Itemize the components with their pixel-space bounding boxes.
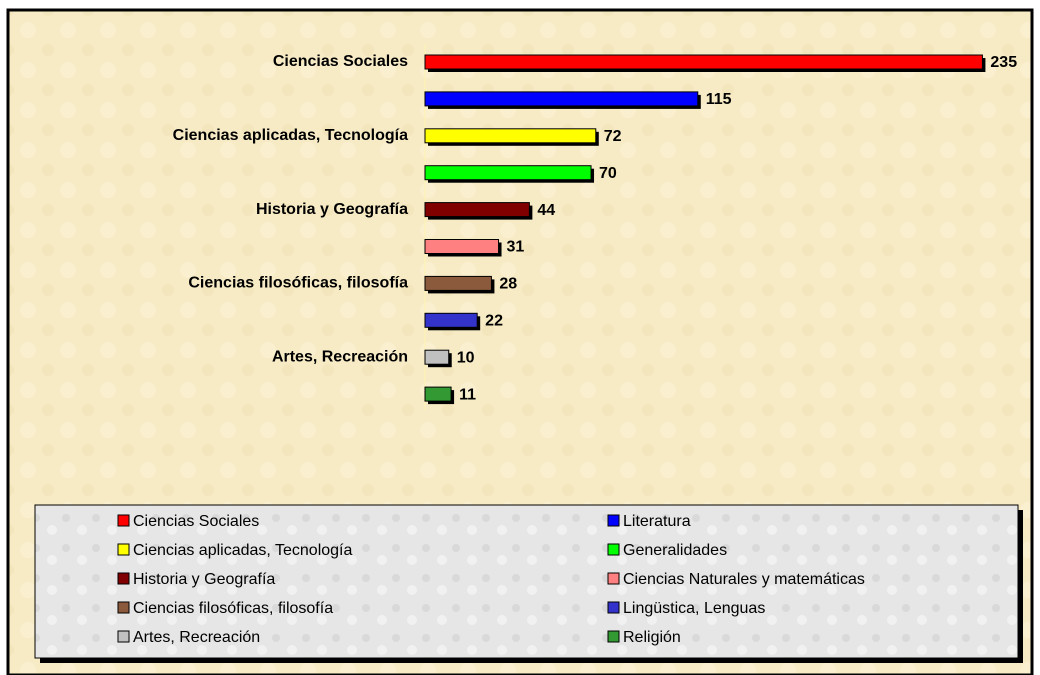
value-label: 235 (990, 54, 1017, 71)
bar (424, 54, 983, 70)
legend-swatch (607, 572, 620, 585)
bar (424, 239, 500, 254)
legend-label: Ciencias Naturales y matemáticas (623, 571, 865, 588)
legend-label: Artes, Recreación (133, 629, 260, 646)
value-label: 11 (459, 386, 476, 403)
y-tick-label: Ciencias filosóficas, filosofía (188, 275, 408, 292)
legend-swatch (607, 514, 620, 527)
legend-swatch (117, 630, 130, 643)
legend-swatch (117, 543, 130, 556)
legend-label: Lingüstica, Lenguas (623, 600, 765, 617)
y-tick-label: Historia y Geografía (256, 201, 408, 218)
bar (424, 386, 452, 402)
value-label: 31 (507, 239, 525, 256)
legend-label: Ciencias Sociales (133, 513, 259, 530)
legend-swatch (607, 601, 620, 614)
legend-swatch (607, 543, 620, 556)
bar (424, 202, 530, 218)
bar (424, 349, 450, 365)
legend-box (34, 504, 1019, 659)
value-label: 72 (604, 128, 622, 145)
bar (424, 312, 478, 328)
legend-label: Ciencias filosóficas, filosofía (133, 600, 333, 617)
value-label: 22 (485, 313, 503, 330)
y-tick-label: Ciencias Sociales (273, 53, 408, 70)
y-tick-label: Artes, Recreación (272, 348, 408, 365)
legend-label: Religión (623, 629, 681, 646)
value-label: 10 (457, 349, 475, 366)
legend-swatch (607, 630, 620, 643)
value-label: 115 (706, 91, 732, 108)
value-label: 44 (537, 202, 555, 219)
bar (424, 128, 597, 144)
legend-swatch (117, 572, 130, 585)
bar (424, 275, 492, 291)
legend-label: Generalidades (623, 542, 727, 559)
legend-swatch (117, 601, 130, 614)
legend-label: Literatura (623, 513, 691, 530)
legend-label: Historia y Geografía (133, 571, 275, 588)
legend-label: Ciencias aplicadas, Tecnología (133, 542, 353, 559)
legend-swatch (117, 514, 130, 527)
bar (424, 91, 699, 107)
value-label: 70 (599, 165, 617, 182)
y-tick-label: Ciencias aplicadas, Tecnología (173, 127, 408, 144)
bar (424, 165, 592, 181)
value-label: 28 (499, 276, 517, 293)
